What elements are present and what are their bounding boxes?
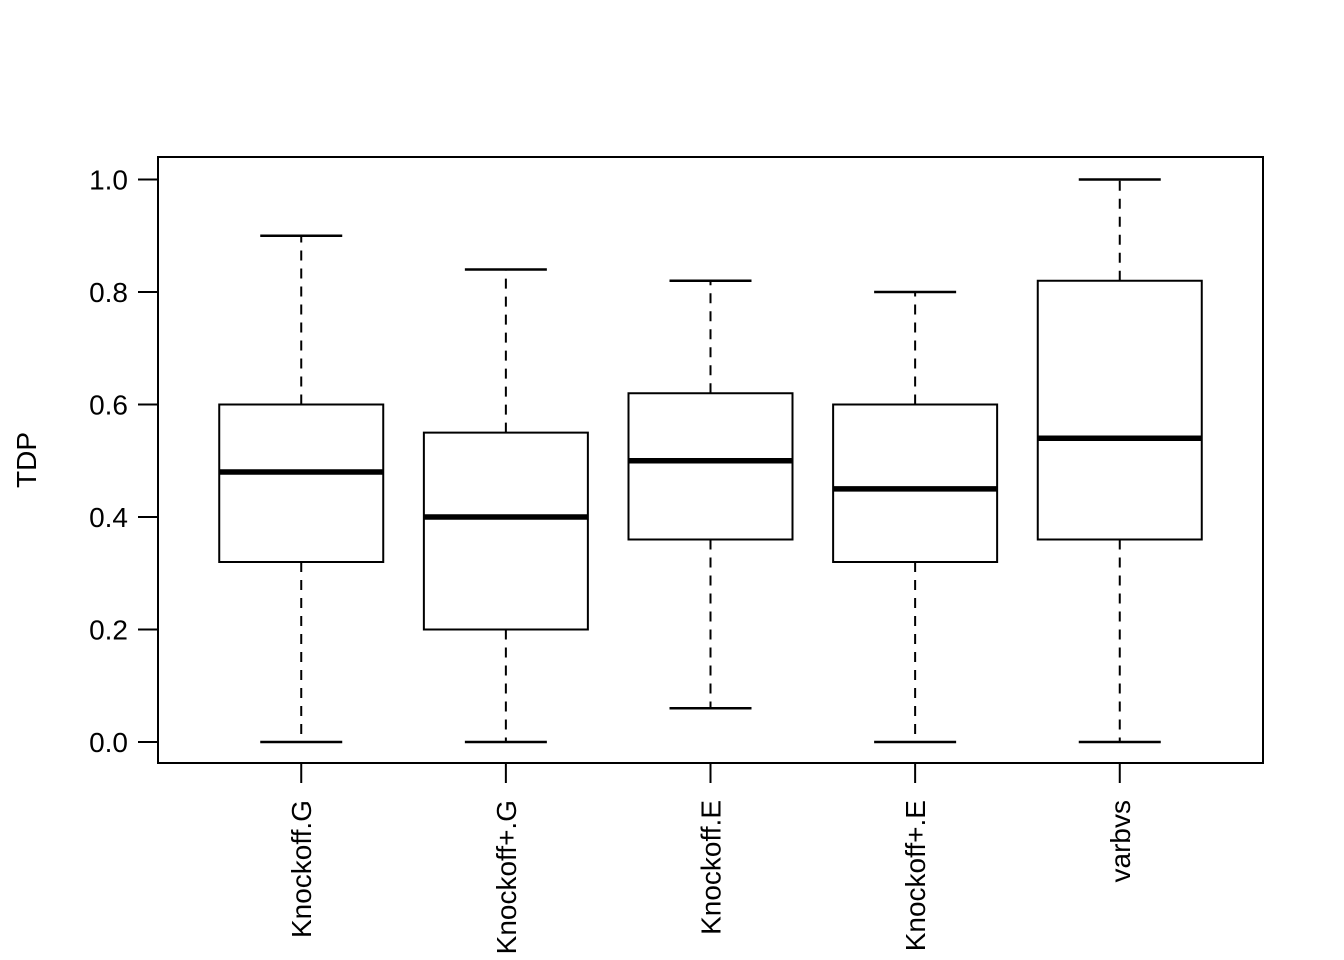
- boxplot-knockoff-g: [218, 234, 385, 744]
- box-iqr: [627, 392, 794, 541]
- box-iqr: [218, 403, 385, 563]
- y-axis-tick-label: 0.2: [89, 615, 128, 646]
- boxplot-knockoff-g: [422, 268, 589, 744]
- x-axis-tick-label-knockoff-g: Knockoff.G: [286, 800, 317, 938]
- y-axis-tick-label: 0.0: [89, 727, 128, 758]
- y-axis-tick-label: 0.8: [89, 277, 128, 308]
- y-axis-title: TDP: [11, 432, 42, 488]
- box-iqr: [832, 403, 999, 563]
- box-iqr: [1036, 279, 1203, 541]
- x-axis-tick-label-knockoff-e: Knockoff.E: [696, 800, 727, 935]
- box-iqr: [422, 431, 589, 631]
- y-axis-tick-label: 1.0: [89, 165, 128, 196]
- y-axis-tick-label: 0.4: [89, 502, 128, 533]
- plot-frame: [157, 156, 1264, 764]
- x-axis: Knockoff.G Knockoff+.G Knockoff.E Knockoff+…: [286, 763, 1136, 954]
- y-axis: 0.0 0.2 0.4 0.6 0.8 1.0 TDP: [11, 165, 158, 758]
- boxplot-varbvs: [1036, 178, 1203, 744]
- x-axis-tick-label-varbvs: varbvs: [1105, 800, 1136, 882]
- boxplot-knockoff-e: [627, 279, 794, 710]
- x-axis-tick-label-knockoff-e: Knockoff+.E: [900, 800, 931, 951]
- x-axis-tick-label-knockoff-g: Knockoff+.G: [491, 800, 522, 954]
- y-axis-tick-label: 0.6: [89, 390, 128, 421]
- boxplot-knockoff-e: [832, 290, 999, 744]
